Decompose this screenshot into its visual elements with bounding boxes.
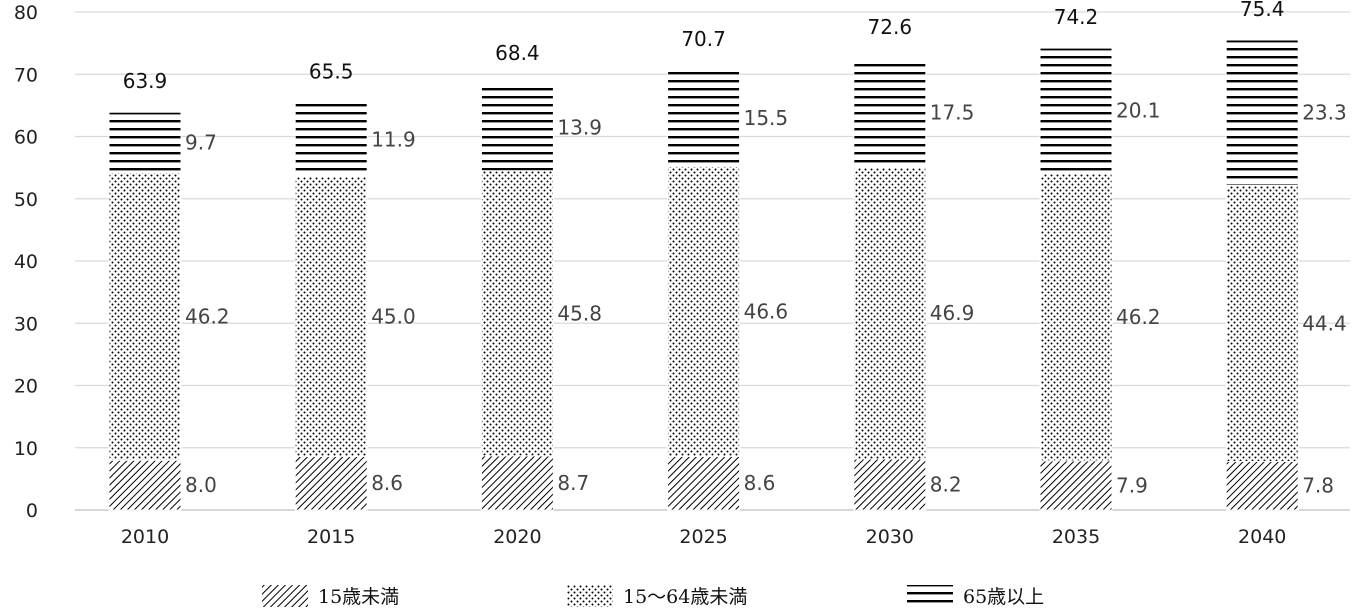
segment-value-label: 11.9	[371, 127, 416, 151]
legend-label: 65歳以上	[963, 586, 1044, 608]
x-axis-ticks: 2010 2015 2020 2025 2030 2035 2040	[121, 526, 1287, 548]
total-value-label: 75.4	[1240, 0, 1285, 21]
y-tick-label: 50	[14, 189, 38, 211]
bar-segment	[1225, 184, 1299, 462]
segment-value-label: 8.2	[930, 472, 962, 496]
x-tick-label: 2040	[1238, 526, 1286, 548]
bar-segment	[667, 455, 741, 511]
bar-segment	[1039, 47, 1113, 174]
total-value-label: 70.7	[681, 27, 726, 51]
y-axis-ticks: 0 10 20 30 40 50 60 70 80	[14, 2, 38, 522]
bar-segment	[1039, 460, 1113, 511]
legend-swatch	[567, 585, 613, 607]
total-value-label: 65.5	[309, 59, 354, 83]
x-tick-label: 2035	[1052, 526, 1100, 548]
bar-segment	[667, 165, 741, 457]
y-tick-label: 0	[26, 500, 38, 522]
total-value-label: 68.4	[495, 41, 540, 65]
legend-swatch	[907, 585, 953, 607]
bars: 8.0 46.2 9.7 63.9 8.6 45.0 11.9 65.5 8.7 45.8 13.9…	[108, 0, 1347, 511]
total-value-label: 72.6	[868, 15, 913, 39]
x-tick-label: 2010	[121, 526, 169, 548]
x-tick-label: 2030	[866, 526, 914, 548]
bar-segment	[853, 166, 927, 460]
y-tick-label: 40	[14, 251, 38, 273]
segment-value-label: 45.0	[371, 304, 416, 328]
segment-value-label: 46.2	[1116, 305, 1161, 329]
segment-value-label: 8.6	[744, 471, 776, 495]
legend-label: 15～64歳未満	[623, 586, 747, 608]
bar-segment	[294, 101, 368, 177]
segment-value-label: 45.8	[557, 301, 602, 325]
segment-value-label: 46.2	[185, 304, 230, 328]
segment-value-label: 8.0	[185, 473, 217, 497]
bar-segment	[294, 175, 368, 457]
x-tick-label: 2025	[679, 526, 727, 548]
bar-segment	[108, 459, 182, 511]
bar-segment	[853, 458, 927, 511]
segment-value-label: 15.5	[744, 106, 789, 130]
segment-value-label: 20.1	[1116, 99, 1161, 123]
segment-value-label: 13.9	[557, 115, 602, 139]
segment-value-label: 44.4	[1302, 311, 1347, 335]
bar-segment	[108, 172, 182, 461]
legend: 15歳未満 15～64歳未満 65歳以上	[262, 585, 1044, 608]
bar-segment	[667, 69, 741, 167]
bar-segment	[853, 57, 927, 168]
y-tick-label: 20	[14, 376, 38, 398]
segment-value-label: 17.5	[930, 101, 975, 125]
y-tick-label: 30	[14, 313, 38, 335]
x-tick-label: 2015	[307, 526, 355, 548]
bar-segment	[1039, 172, 1113, 462]
y-tick-label: 80	[14, 2, 38, 24]
segment-value-label: 23.3	[1302, 101, 1347, 125]
segment-value-label: 7.9	[1116, 473, 1148, 497]
y-tick-label: 70	[14, 64, 38, 86]
segment-value-label: 9.7	[185, 130, 217, 154]
bar-segment	[480, 455, 554, 511]
bar-segment	[1225, 39, 1299, 186]
legend-swatch	[262, 585, 308, 607]
bar-segment	[480, 170, 554, 457]
segment-value-label: 46.9	[930, 301, 975, 325]
segment-value-label: 8.6	[371, 471, 403, 495]
segment-value-label: 46.6	[744, 299, 789, 323]
segment-value-label: 7.8	[1302, 474, 1334, 498]
legend-label: 15歳未満	[318, 586, 399, 608]
total-value-label: 74.2	[1054, 5, 1099, 29]
x-tick-label: 2020	[493, 526, 541, 548]
bar-segment	[480, 83, 554, 172]
y-tick-label: 60	[14, 127, 38, 149]
total-value-label: 63.9	[123, 69, 168, 93]
bar-segment	[108, 111, 182, 174]
bar-segment	[1225, 460, 1299, 511]
segment-value-label: 8.7	[557, 471, 589, 495]
bar-segment	[294, 455, 368, 511]
y-tick-label: 10	[14, 438, 38, 460]
